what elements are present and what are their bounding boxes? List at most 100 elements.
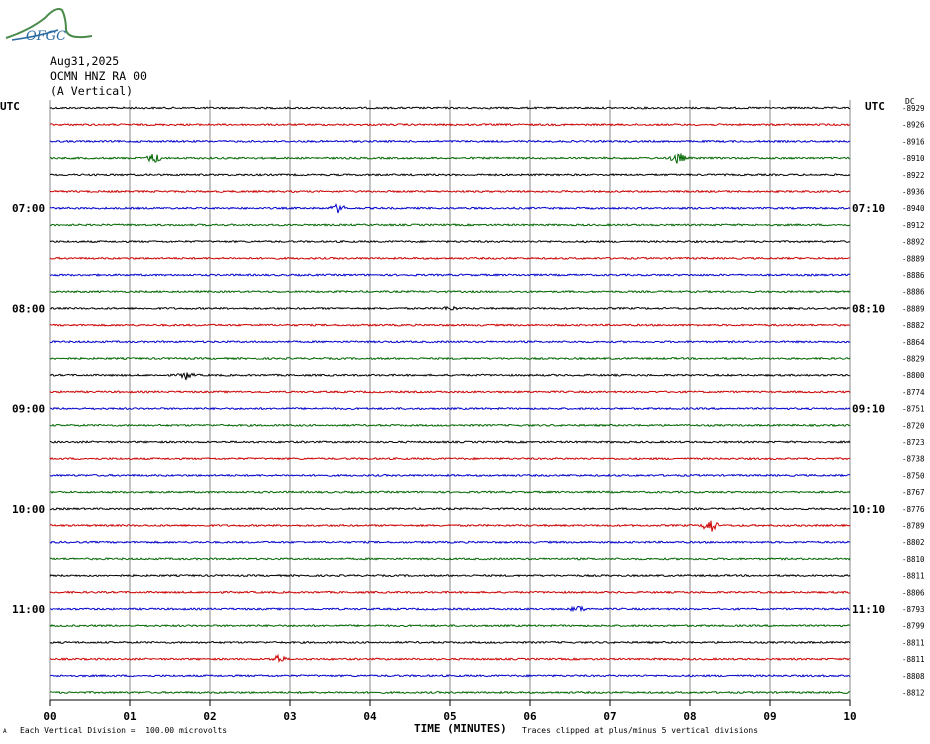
- trace-row-19: [49, 423, 851, 428]
- trace-row-4: [49, 173, 851, 177]
- trace-row-6: [49, 203, 851, 214]
- dc-offset-label: -8910: [902, 154, 925, 163]
- trace-row-16: [49, 372, 851, 381]
- dc-offset-label: -8738: [902, 455, 925, 464]
- header-station: OCMN HNZ RA 00: [50, 69, 147, 83]
- trace-row-18: [49, 406, 851, 411]
- x-tick-label-01: 01: [123, 710, 137, 723]
- seismic-traces: [49, 106, 851, 695]
- x-tick-label-02: 02: [203, 710, 216, 723]
- trace-row-34: [49, 673, 851, 678]
- dc-offset-label: -8929: [902, 104, 925, 113]
- dc-offset-label: -8808: [902, 672, 925, 681]
- trace-row-22: [49, 473, 851, 478]
- trace-row-31: [49, 623, 851, 628]
- trace-row-24: [49, 506, 851, 511]
- dc-offset-label: -8882: [902, 321, 925, 330]
- trace-row-25: [49, 520, 851, 532]
- dc-offset-label: -8723: [902, 438, 925, 447]
- left-time-label: 07:00: [12, 202, 45, 215]
- dc-offset-label: -8811: [902, 638, 925, 647]
- ofgc-logo: OFGC: [5, 8, 93, 44]
- right-time-label: 11:10: [852, 603, 885, 616]
- right-time-label: 08:10: [852, 302, 885, 315]
- trace-row-12: [49, 305, 851, 311]
- trace-row-35: [49, 690, 850, 695]
- dc-offset-label: -8864: [902, 338, 925, 347]
- corner-mark: A: [3, 728, 7, 735]
- x-tick-label-04: 04: [363, 710, 377, 723]
- x-tick-label-00: 00: [43, 710, 56, 723]
- right-time-label: 10:10: [852, 503, 885, 516]
- dc-offset-label: -8751: [902, 405, 925, 414]
- x-tick-label-05: 05: [443, 710, 456, 723]
- dc-unit-label: DC: [905, 97, 915, 106]
- trace-row-15: [49, 356, 851, 361]
- dc-offset-label: -8889: [902, 254, 925, 263]
- dc-offset-label: -8922: [902, 171, 925, 180]
- trace-row-29: [49, 590, 851, 595]
- clip-note: Traces clipped at plus/minus 5 vertical …: [522, 726, 759, 735]
- x-axis-ticks: 00 01 02 03 04 05 06 07 08 09 10: [43, 700, 857, 723]
- left-time-label: 08:00: [12, 302, 45, 315]
- logo-text: OFGC: [26, 29, 66, 44]
- dc-offset-label: -8912: [902, 221, 925, 230]
- left-utc-label: UTC: [0, 100, 20, 113]
- trace-row-7: [49, 223, 851, 227]
- trace-row-20: [49, 440, 851, 444]
- trace-row-26: [49, 540, 851, 544]
- dc-offset-label: -8892: [902, 238, 925, 247]
- trace-row-5: [49, 189, 851, 194]
- trace-row-27: [49, 557, 851, 561]
- time-labels: 07:00 08:00 09:00 10:00 11:00 07:10 08:10 09:10…: [12, 202, 885, 616]
- minute-grid: [49, 100, 851, 701]
- dc-offset-label: -8936: [902, 188, 925, 197]
- dc-offset-label: -8767: [902, 488, 925, 497]
- trace-row-9: [49, 256, 851, 261]
- dc-offset-label: -8800: [902, 371, 925, 380]
- dc-offset-label: -8789: [902, 522, 925, 531]
- dc-offset-label: -8916: [902, 137, 925, 146]
- trace-row-11: [49, 289, 851, 294]
- trace-row-33: [49, 653, 851, 664]
- trace-row-23: [49, 490, 851, 494]
- trace-row-32: [49, 640, 851, 645]
- dc-offset-label: -8774: [902, 388, 925, 397]
- dc-offset-label: -8802: [902, 538, 925, 547]
- dc-offset-label: -8886: [902, 271, 925, 280]
- scale-note: Each Vertical Division = 100.00 microvol…: [20, 726, 228, 735]
- dc-offset-label: -8793: [902, 605, 925, 614]
- x-tick-label-09: 09: [763, 710, 776, 723]
- dc-offset-label: -8750: [902, 471, 925, 480]
- header-component: (A Vertical): [50, 84, 134, 98]
- dc-offset-label: -8811: [902, 572, 925, 581]
- dc-offset-label: -8812: [902, 689, 925, 698]
- x-tick-label-10: 10: [843, 710, 856, 723]
- right-time-label: 09:10: [852, 403, 885, 416]
- trace-row-30: [49, 605, 851, 613]
- dc-offset-labels: -8929 -8926 -8916 -8910 -8922 -8936 -8940 -8912…: [902, 104, 925, 698]
- dc-offset-label: -8720: [902, 421, 925, 430]
- header-date: Aug31,2025: [50, 54, 120, 68]
- dc-offset-label: -8940: [902, 204, 925, 213]
- trace-row-21: [49, 456, 851, 461]
- trace-row-2: [49, 139, 851, 144]
- dc-offset-label: -8811: [902, 655, 925, 664]
- trace-row-0: [49, 106, 851, 110]
- dc-offset-label: -8886: [902, 288, 925, 297]
- trace-row-10: [49, 273, 851, 277]
- dc-offset-label: -8799: [902, 622, 925, 631]
- dc-offset-label: -8776: [902, 505, 925, 514]
- dc-offset-label: -8810: [902, 555, 925, 564]
- x-tick-label-08: 08: [683, 710, 696, 723]
- trace-row-3: [49, 153, 851, 164]
- dc-offset-label: -8926: [902, 121, 925, 130]
- right-utc-label: UTC: [865, 100, 885, 113]
- trace-row-28: [49, 573, 851, 578]
- right-time-label: 07:10: [852, 202, 885, 215]
- x-axis-label: TIME (MINUTES): [414, 722, 507, 735]
- left-time-label: 10:00: [12, 503, 45, 516]
- dc-offset-label: -8806: [902, 588, 925, 597]
- left-time-label: 09:00: [12, 403, 45, 416]
- x-tick-label-06: 06: [523, 710, 537, 723]
